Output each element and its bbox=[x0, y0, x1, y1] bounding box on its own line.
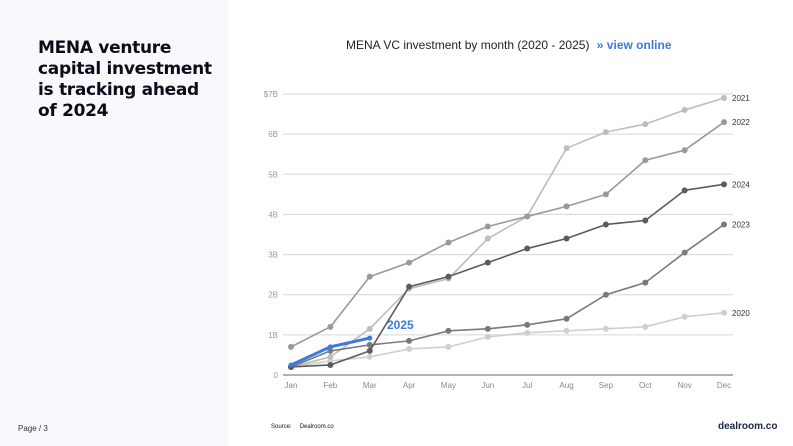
left-panel bbox=[0, 0, 228, 446]
x-tick-label: Jul bbox=[522, 381, 532, 390]
data-point bbox=[681, 313, 688, 320]
x-tick-label: Nov bbox=[678, 381, 692, 390]
y-tick-label: 4B bbox=[268, 210, 278, 219]
data-point bbox=[563, 145, 570, 152]
y-tick-label: 6B bbox=[268, 130, 278, 139]
data-point bbox=[484, 325, 491, 332]
data-point bbox=[642, 217, 649, 224]
data-point bbox=[524, 329, 531, 336]
data-point bbox=[642, 121, 649, 128]
y-tick-label: 1B bbox=[268, 331, 278, 340]
data-point bbox=[721, 95, 727, 102]
x-tick-label: Feb bbox=[323, 381, 337, 390]
data-point bbox=[288, 362, 294, 368]
series-line-2022 bbox=[290, 121, 725, 348]
data-point bbox=[484, 235, 491, 242]
data-point bbox=[602, 291, 609, 298]
data-point bbox=[721, 181, 727, 188]
page-headline: MENA venture capital investment is track… bbox=[38, 38, 212, 121]
series-line-2023 bbox=[290, 223, 725, 368]
y-tick-label: 0 bbox=[274, 371, 279, 380]
data-point bbox=[681, 187, 688, 194]
data-point bbox=[366, 353, 373, 360]
y-tick-label: 2B bbox=[268, 291, 278, 300]
data-point bbox=[681, 249, 688, 256]
data-point bbox=[602, 325, 609, 332]
data-point bbox=[524, 321, 531, 328]
series-label-2024: 2024 bbox=[732, 180, 750, 189]
data-point bbox=[406, 345, 413, 352]
data-point bbox=[681, 107, 688, 114]
chart-title-text: MENA VC investment by month (2020 - 2025… bbox=[346, 38, 590, 52]
data-point bbox=[602, 191, 609, 198]
data-point bbox=[563, 327, 570, 334]
series-label-2020: 2020 bbox=[732, 309, 750, 318]
data-point bbox=[445, 273, 452, 280]
y-tick-label: 3B bbox=[268, 251, 278, 260]
data-point bbox=[366, 273, 373, 280]
y-tick-label: 5B bbox=[268, 170, 278, 179]
data-point bbox=[721, 309, 727, 316]
x-tick-label: May bbox=[441, 381, 456, 390]
view-online-link[interactable]: » view online bbox=[596, 38, 672, 52]
x-tick-label: Mar bbox=[363, 381, 377, 390]
data-point bbox=[366, 341, 373, 348]
x-tick-label: Jun bbox=[481, 381, 494, 390]
series-label-2023: 2023 bbox=[732, 220, 750, 229]
x-tick-label: Jan bbox=[285, 381, 298, 390]
x-tick-label: Apr bbox=[403, 381, 416, 390]
source-note: Source: Dealroom.co bbox=[271, 424, 342, 430]
source-value: Dealroom.co bbox=[299, 424, 334, 430]
data-point bbox=[288, 343, 294, 350]
data-point bbox=[721, 221, 727, 228]
series-label-2022: 2022 bbox=[732, 118, 750, 127]
data-point bbox=[524, 213, 531, 220]
data-point bbox=[327, 353, 334, 360]
brand-logo: dealroom.co bbox=[718, 421, 778, 432]
data-point bbox=[406, 259, 413, 266]
data-point bbox=[642, 157, 649, 164]
data-point bbox=[484, 259, 491, 266]
data-point bbox=[563, 315, 570, 322]
data-point bbox=[602, 129, 609, 136]
data-point bbox=[445, 343, 452, 350]
data-point bbox=[406, 283, 413, 290]
data-point bbox=[681, 147, 688, 154]
data-point bbox=[327, 344, 333, 350]
x-tick-label: Dec bbox=[717, 381, 731, 390]
series-line-2024 bbox=[290, 183, 725, 368]
data-point bbox=[366, 347, 373, 354]
data-point bbox=[366, 325, 373, 332]
data-point bbox=[367, 335, 373, 341]
source-label: Source: bbox=[271, 424, 292, 430]
data-point bbox=[721, 119, 727, 126]
series-line-2021 bbox=[290, 97, 725, 368]
data-point bbox=[484, 333, 491, 340]
series-label-2025: 2025 bbox=[387, 318, 414, 332]
data-point bbox=[524, 245, 531, 252]
page-number: Page / 3 bbox=[18, 424, 48, 433]
x-tick-label: Oct bbox=[639, 381, 652, 390]
data-point bbox=[602, 221, 609, 228]
x-tick-label: Aug bbox=[559, 381, 573, 390]
y-tick-label: $7B bbox=[264, 90, 278, 99]
data-point bbox=[327, 361, 334, 368]
series-label-2021: 2021 bbox=[732, 94, 750, 103]
series-line-2020 bbox=[290, 311, 725, 368]
data-point bbox=[445, 327, 452, 334]
chart-title: MENA VC investment by month (2020 - 2025… bbox=[346, 38, 672, 52]
data-point bbox=[327, 323, 334, 330]
data-point bbox=[445, 239, 452, 246]
data-point bbox=[484, 223, 491, 230]
data-point bbox=[563, 235, 570, 242]
data-point bbox=[327, 347, 334, 354]
data-point bbox=[642, 323, 649, 330]
data-point bbox=[642, 279, 649, 286]
data-point bbox=[406, 337, 413, 344]
data-point bbox=[563, 203, 570, 210]
x-tick-label: Sep bbox=[599, 381, 614, 390]
